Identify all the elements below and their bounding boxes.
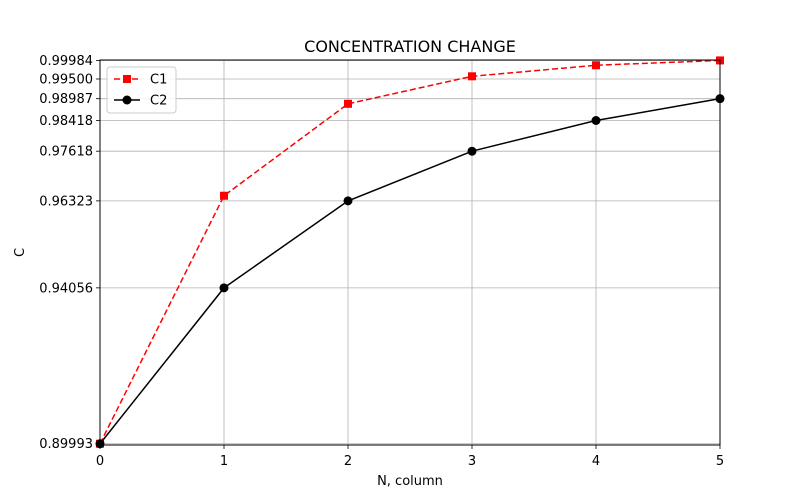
y-tick-label: 0.96323	[39, 194, 93, 209]
x-tick-label: 4	[592, 454, 600, 469]
legend-label-c1: C1	[150, 73, 167, 88]
data-point-c2	[219, 283, 229, 293]
legend-label-c2: C2	[150, 94, 167, 109]
x-tick-label: 2	[344, 454, 352, 469]
plot-frame	[99, 59, 721, 446]
y-tick-label: 0.94056	[39, 281, 93, 296]
series-layer	[95, 56, 725, 449]
x-tick-label: 1	[220, 454, 228, 469]
x-tick-label: 5	[716, 454, 724, 469]
x-axis-title: N, column	[377, 474, 443, 489]
series-line-c1	[99, 59, 721, 445]
y-tick-label: 0.99984	[39, 54, 93, 69]
series-line-c2	[99, 97, 721, 445]
data-point-c2	[591, 116, 601, 126]
y-tick-label: 0.99500	[39, 72, 93, 87]
chart-title: CONCENTRATION CHANGE	[304, 37, 516, 56]
data-point-c1	[220, 191, 228, 200]
x-tick-label: 3	[468, 454, 476, 469]
y-axis-ticks: 0.89993 0.94056 0.96323 0.97618 0.98418 0.989…	[39, 54, 100, 452]
data-point-c2	[343, 196, 353, 206]
legend-marker-c2	[122, 95, 132, 105]
y-tick-label: 0.98418	[39, 114, 93, 129]
y-tick-label: 0.98987	[39, 92, 93, 107]
legend-marker-c1	[123, 75, 131, 83]
data-point-c1	[344, 99, 352, 108]
x-tick-label: 0	[96, 454, 104, 469]
y-tick-label: 0.97618	[39, 145, 93, 160]
data-point-c1	[468, 72, 476, 81]
x-axis-ticks: 0 1 2 3 4 5	[96, 445, 724, 469]
data-point-c1	[592, 61, 600, 70]
y-axis-title: C	[13, 248, 28, 257]
y-tick-label: 0.89993	[39, 437, 93, 452]
data-point-c2	[467, 146, 477, 156]
